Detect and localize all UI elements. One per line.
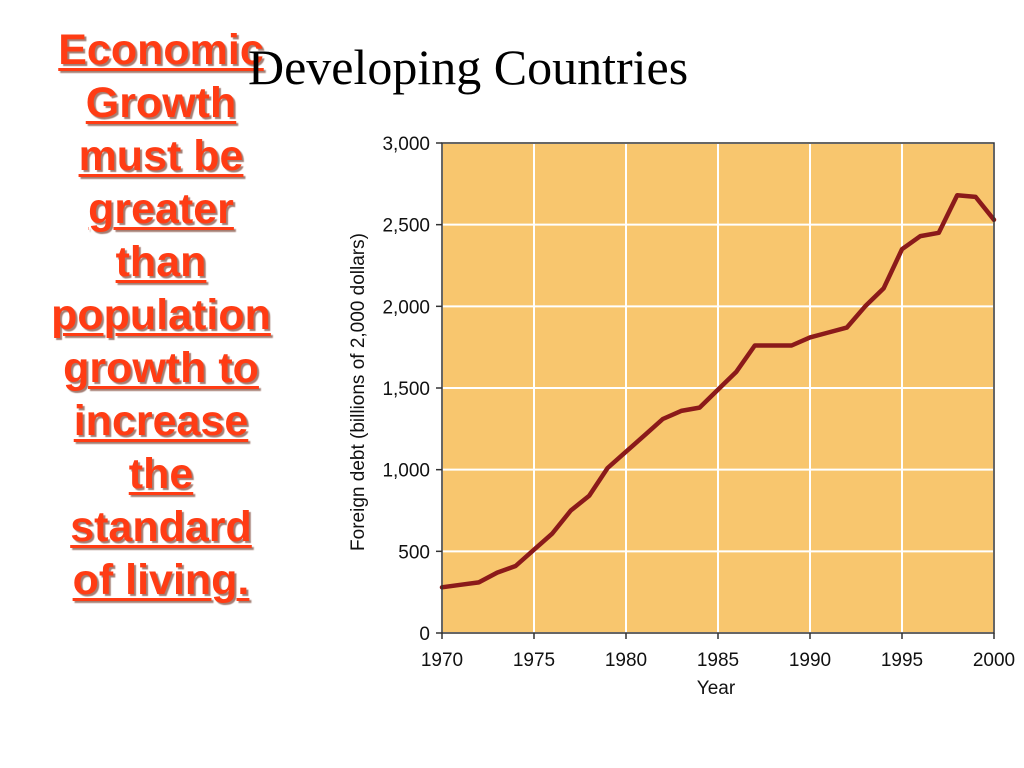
callout-line: must be	[78, 132, 244, 180]
callout-line: population	[51, 291, 271, 339]
y-tick-label: 1,000	[382, 461, 430, 482]
callout-line: the	[128, 450, 194, 498]
plot-frame	[441, 142, 995, 634]
x-tick-label: 1995	[881, 650, 923, 671]
callout-line: increase	[73, 397, 249, 445]
callout-line: greater	[88, 185, 234, 233]
callout-line: standard	[70, 503, 252, 551]
x-tick-label: 1980	[605, 650, 647, 671]
callout-line: Economic	[58, 26, 264, 74]
y-axis-label: Foreign debt (billions of 2,000 dollars)	[348, 233, 369, 551]
callout-line: growth to	[63, 344, 259, 392]
tick-labels: 0 500 1,000 1,500 2,000 2,500 3,000 1970 1975 198…	[382, 134, 1015, 671]
slide-title: Developing Countries	[248, 39, 689, 95]
callout-line: than	[115, 238, 207, 286]
callout-line: of living.	[72, 556, 250, 604]
x-tick-label: 1975	[513, 650, 555, 671]
x-tick-label: 1985	[697, 650, 739, 671]
x-axis-label: Year	[697, 678, 736, 699]
y-tick-label: 2,500	[382, 216, 430, 237]
y-tick-label: 3,000	[382, 134, 430, 155]
y-tick-label: 500	[398, 542, 430, 563]
x-tick-label: 1990	[789, 650, 831, 671]
y-tick-label: 2,000	[382, 297, 430, 318]
side-callout: Economic Growth must be greater than populati…	[0, 24, 322, 607]
y-tick-label: 0	[419, 624, 430, 645]
x-tick-label: 2000	[973, 650, 1015, 671]
callout-line: Growth	[85, 79, 237, 127]
x-tick-label: 1970	[421, 650, 463, 671]
y-tick-label: 1,500	[382, 379, 430, 400]
